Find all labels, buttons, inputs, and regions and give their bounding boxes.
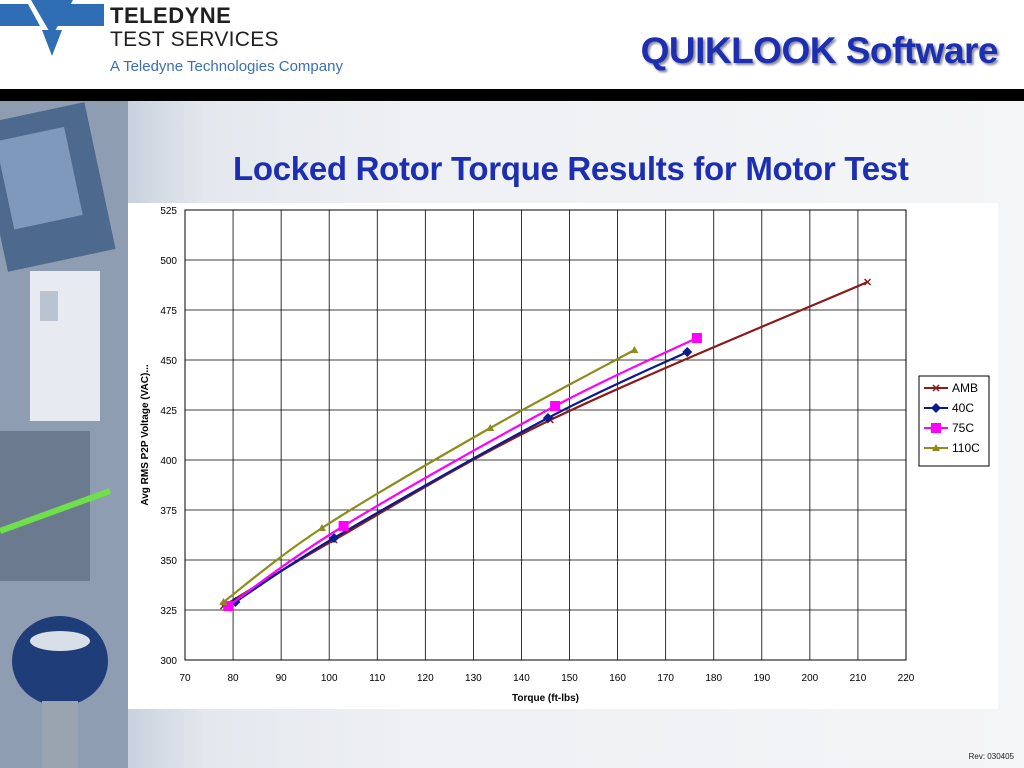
y-tick-label: 450 xyxy=(160,356,177,367)
revision-label: Rev: 030405 xyxy=(968,752,1014,761)
data-point-75c xyxy=(223,601,234,611)
x-tick-label: 90 xyxy=(276,673,288,684)
x-tick-label: 120 xyxy=(417,673,434,684)
x-tick-label: 200 xyxy=(802,673,819,684)
plot-area xyxy=(184,209,907,661)
x-tick-label: 210 xyxy=(850,673,867,684)
legend-label-40c: 40C xyxy=(952,401,974,415)
legend-marker-75c xyxy=(931,423,941,433)
header: TELEDYNE TEST SERVICES A Teledyne Techno… xyxy=(0,0,1024,88)
y-tick-label: 400 xyxy=(160,456,177,467)
y-tick-label: 325 xyxy=(160,606,177,617)
y-tick-label: 375 xyxy=(160,506,177,517)
legend-label-75c: 75C xyxy=(952,421,974,435)
legend-box xyxy=(918,375,990,467)
legend-marker-40c xyxy=(931,403,941,413)
app-title: QUIKLOOK Software xyxy=(640,30,999,71)
locked-rotor-chart: 70 80 90 100 110 120 130 140 150 160 170 180 190 200 2… xyxy=(140,206,990,704)
x-tick-label: 190 xyxy=(753,673,770,684)
y-tick-label: 500 xyxy=(160,256,177,267)
data-point-110c xyxy=(486,424,495,431)
x-tick-label: 220 xyxy=(898,673,915,684)
y-tick-label: 350 xyxy=(160,556,177,567)
data-point-40c xyxy=(329,533,340,543)
header-divider xyxy=(0,89,1024,101)
data-point-110c xyxy=(317,524,326,531)
slide-title: Locked Rotor Torque Results for Motor Te… xyxy=(233,150,909,187)
legend-label-amb: AMB xyxy=(952,381,978,395)
data-point-40c xyxy=(542,413,553,423)
x-tick-label: 150 xyxy=(561,673,578,684)
data-point-75c xyxy=(550,401,561,411)
data-point-75c xyxy=(338,521,349,531)
y-tick-label: 525 xyxy=(160,206,177,217)
legend-marker-amb xyxy=(932,384,940,392)
y-tick-label: 425 xyxy=(160,406,177,417)
teledyne-logo xyxy=(0,0,104,56)
x-tick-label: 70 xyxy=(179,673,191,684)
y-tick-label: 475 xyxy=(160,306,177,317)
x-tick-label: 100 xyxy=(321,673,338,684)
background-hardware-image xyxy=(0,101,128,768)
chart-panel: 70 80 90 100 110 120 130 140 150 160 170 180 190 200 2… xyxy=(128,203,998,709)
data-point-amb xyxy=(864,278,872,286)
data-point-40c xyxy=(682,347,693,357)
x-tick-label: 110 xyxy=(369,673,385,684)
y-axis-label: Avg RMS P2P Voltage (VAC)... xyxy=(140,364,151,506)
x-tick-label: 130 xyxy=(465,673,482,684)
x-tick-label: 140 xyxy=(513,673,530,684)
logo-tagline: A Teledyne Technologies Company xyxy=(110,58,343,75)
x-tick-label: 160 xyxy=(609,673,626,684)
logo-company-name: TELEDYNE xyxy=(110,3,232,28)
y-tick-label: 300 xyxy=(160,656,177,667)
legend-marker-110c xyxy=(932,444,940,451)
data-point-110c xyxy=(219,598,228,605)
series-line-75c xyxy=(227,337,698,607)
series-line-110c xyxy=(222,349,635,603)
data-point-110c xyxy=(630,346,639,353)
series-line-40c xyxy=(234,351,688,603)
logo-division-name: TEST SERVICES xyxy=(110,28,279,51)
data-point-75c xyxy=(691,333,702,343)
x-tick-label: 180 xyxy=(705,673,722,684)
x-tick-label: 80 xyxy=(228,673,240,684)
legend-label-110c: 110C xyxy=(952,441,980,455)
x-axis-label: Torque (ft-lbs) xyxy=(512,693,579,704)
x-tick-label: 170 xyxy=(657,673,674,684)
